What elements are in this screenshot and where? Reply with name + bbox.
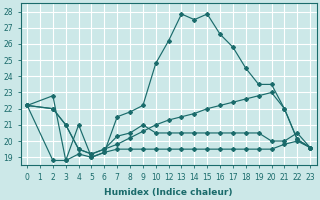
X-axis label: Humidex (Indice chaleur): Humidex (Indice chaleur) (104, 188, 233, 197)
